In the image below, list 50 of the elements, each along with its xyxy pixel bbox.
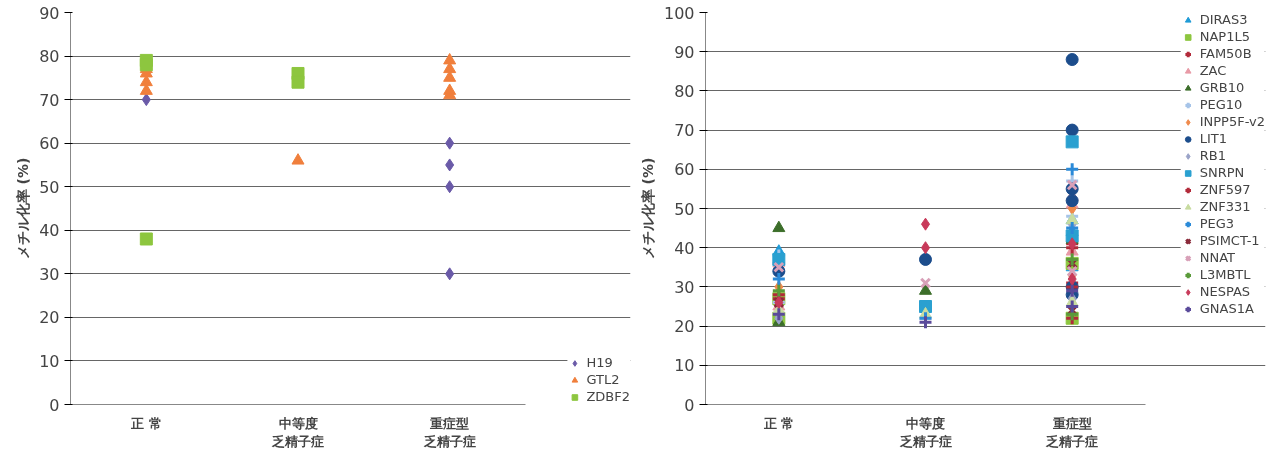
legend-label: NAP1L5 [1199,29,1250,44]
legend-label: NESPAS [1199,284,1251,299]
legend-label: NNAT [1199,250,1235,265]
x-tick-label: 重症型乏精子症 [422,415,476,449]
legend-label: ZAC [1199,63,1227,78]
y-axis-title: メチル化率 (%) [15,157,32,260]
y-tick-label: 90 [674,42,695,62]
legend-label: GRB10 [1199,80,1245,95]
y-tick-label: 50 [674,199,695,219]
legend-label: ZNF597 [1199,182,1251,197]
y-tick-label: 10 [39,351,60,371]
y-tick-label: 30 [674,277,695,297]
x-tick-label: 正 常 [762,415,795,431]
legend-label: PSIMCT-1 [1199,233,1260,248]
legend-label: H19 [586,355,613,370]
y-tick-label: 70 [674,121,695,141]
y-tick-label: 20 [39,308,60,328]
legend-label: DIRAS3 [1199,12,1248,27]
legend-label: SNRPN [1199,165,1245,180]
x-tick-label: 重症型乏精子症 [1045,415,1099,449]
y-tick-label: 40 [39,221,60,241]
y-tick-label: 80 [674,81,695,101]
legend-label: PEG3 [1199,216,1235,231]
y-tick-label: 40 [674,238,695,258]
legend-label: L3MBTL [1199,267,1251,282]
y-tick-label: 100 [663,3,695,23]
x-tick-label: 正 常 [130,415,162,431]
legend-label: ZNF331 [1199,199,1251,214]
y-tick-label: 0 [49,395,60,415]
legend-label: GNAS1A [1199,301,1254,316]
y-tick-label: 80 [39,47,60,67]
y-tick-label: 60 [39,134,60,154]
x-tick-label: 中等度乏精子症 [271,415,324,449]
x-tick-label: 中等度乏精子症 [898,415,952,449]
y-tick-label: 50 [39,177,60,197]
y-tick-label: 60 [674,160,695,180]
y-tick-label: 20 [674,317,695,337]
y-tick-label: 0 [684,395,695,415]
legend-label: PEG10 [1199,97,1243,112]
legend-label: INPP5F-v2 [1199,114,1265,129]
y-axis-title: メチル化率 (%) [639,157,656,260]
legend-label: GTL2 [586,372,620,387]
y-tick-label: 70 [39,90,60,110]
legend-label: RB1 [1199,148,1226,163]
y-tick-label: 90 [39,3,60,23]
legend-label: ZDBF2 [586,389,630,404]
y-tick-label: 30 [39,264,60,284]
legend-label: FAM50B [1199,46,1252,61]
y-tick-label: 10 [674,356,695,376]
legend-label: LIT1 [1199,131,1227,146]
